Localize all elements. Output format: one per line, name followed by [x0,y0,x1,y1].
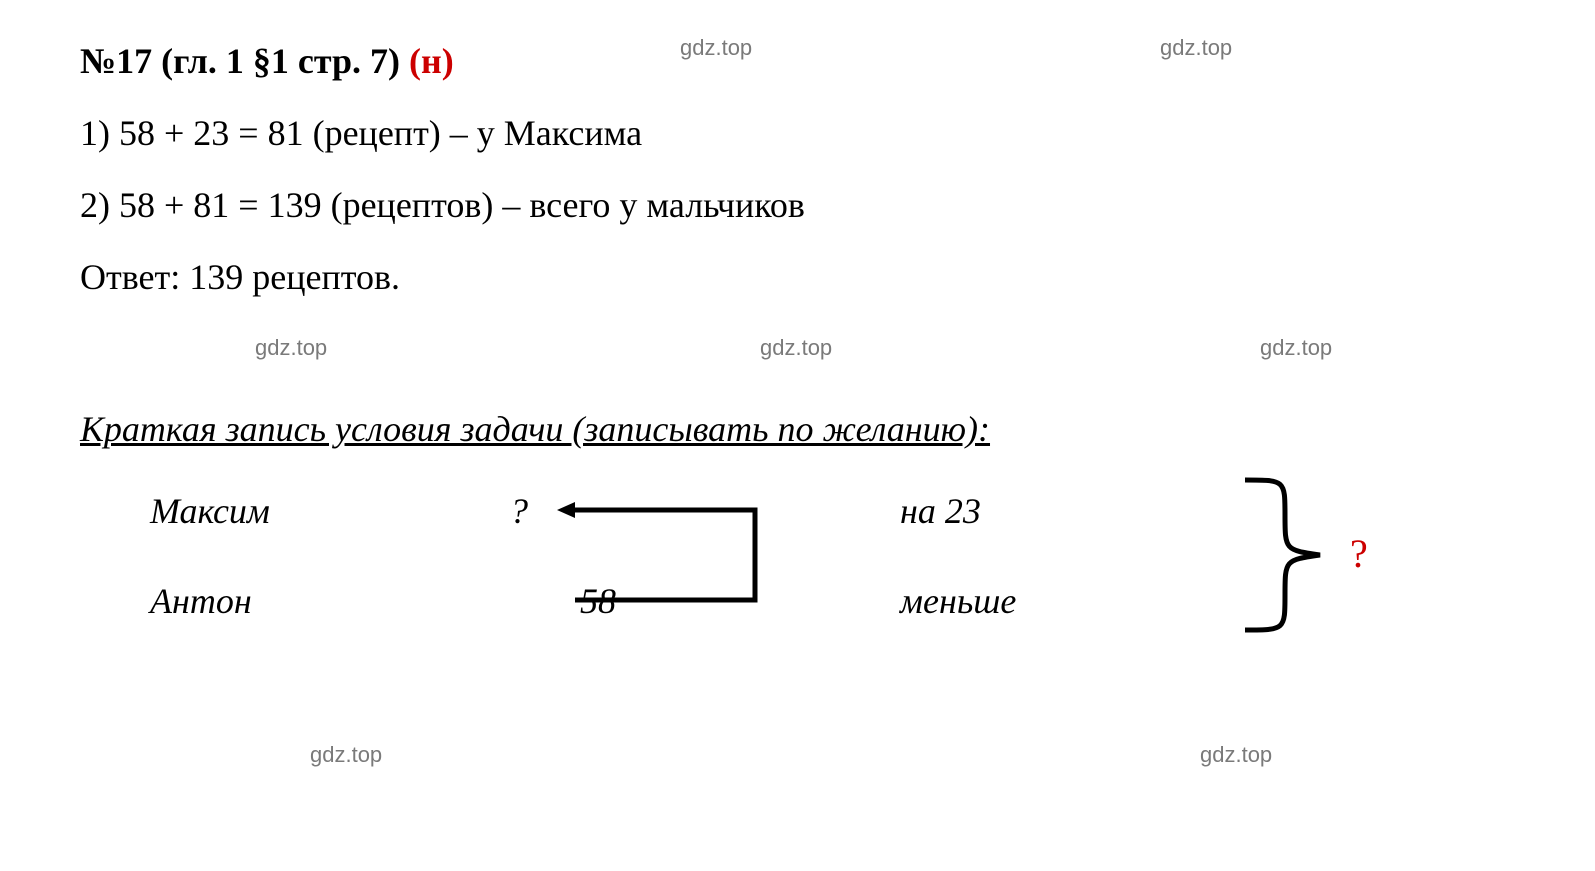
watermark: gdz.top [1160,35,1232,61]
watermark: gdz.top [310,742,382,768]
watermark: gdz.top [680,35,752,61]
solution-step-2: 2) 58 + 81 = 139 (рецептов) – всего у ма… [80,184,1515,226]
diagram-question-1: ? [510,490,528,532]
watermark: gdz.top [760,335,832,361]
note-heading: Краткая запись условия задачи (записыват… [80,408,1515,450]
answer: Ответ: 139 рецептов. [80,256,1515,298]
diagram-question-2: ? [1350,530,1368,577]
diagram-name-2: Антон [150,580,252,622]
title-main: №17 (гл. 1 §1 стр. 7) [80,41,400,81]
brace-icon [1235,475,1335,635]
watermark: gdz.top [255,335,327,361]
diagram-less-text: меньше [900,580,1016,622]
watermark: gdz.top [1200,742,1272,768]
arrow-icon [555,500,775,620]
diagram-name-1: Максим [150,490,270,532]
watermark: gdz.top [1260,335,1332,361]
solution-step-1: 1) 58 + 23 = 81 (рецепт) – у Максима [80,112,1515,154]
title-badge: (н) [409,41,454,81]
diagram-na-text: на 23 [900,490,981,532]
problem-title: №17 (гл. 1 §1 стр. 7) (н) [80,40,1515,82]
diagram: Максим ? на 23 ? Антон 58 меньше [80,490,1515,670]
